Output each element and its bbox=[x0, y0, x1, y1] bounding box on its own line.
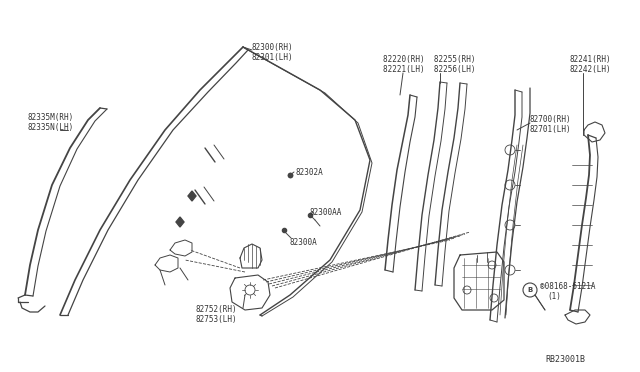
Polygon shape bbox=[176, 217, 184, 227]
Text: 82752(RH): 82752(RH) bbox=[195, 305, 237, 314]
Text: 82220(RH)  82255(RH): 82220(RH) 82255(RH) bbox=[383, 55, 476, 64]
Text: 82701(LH): 82701(LH) bbox=[530, 125, 572, 134]
Text: 82335N(LH): 82335N(LH) bbox=[28, 123, 74, 132]
Text: 82241(RH): 82241(RH) bbox=[570, 55, 612, 64]
Text: 82753(LH): 82753(LH) bbox=[195, 315, 237, 324]
Text: 82300A: 82300A bbox=[290, 238, 317, 247]
Text: 82302A: 82302A bbox=[295, 168, 323, 177]
Text: 82300(RH): 82300(RH) bbox=[252, 43, 294, 52]
Text: 82221(LH)  82256(LH): 82221(LH) 82256(LH) bbox=[383, 65, 476, 74]
Text: RB23001B: RB23001B bbox=[545, 355, 585, 364]
Text: 82335M(RH): 82335M(RH) bbox=[28, 113, 74, 122]
Text: B: B bbox=[527, 287, 532, 293]
Text: (1): (1) bbox=[547, 292, 561, 301]
Text: 82300AA: 82300AA bbox=[310, 208, 342, 217]
Text: 82242(LH): 82242(LH) bbox=[570, 65, 612, 74]
Text: ®08168-6121A: ®08168-6121A bbox=[540, 282, 595, 291]
Text: 82700(RH): 82700(RH) bbox=[530, 115, 572, 124]
Text: 82301(LH): 82301(LH) bbox=[252, 53, 294, 62]
Polygon shape bbox=[188, 191, 196, 201]
